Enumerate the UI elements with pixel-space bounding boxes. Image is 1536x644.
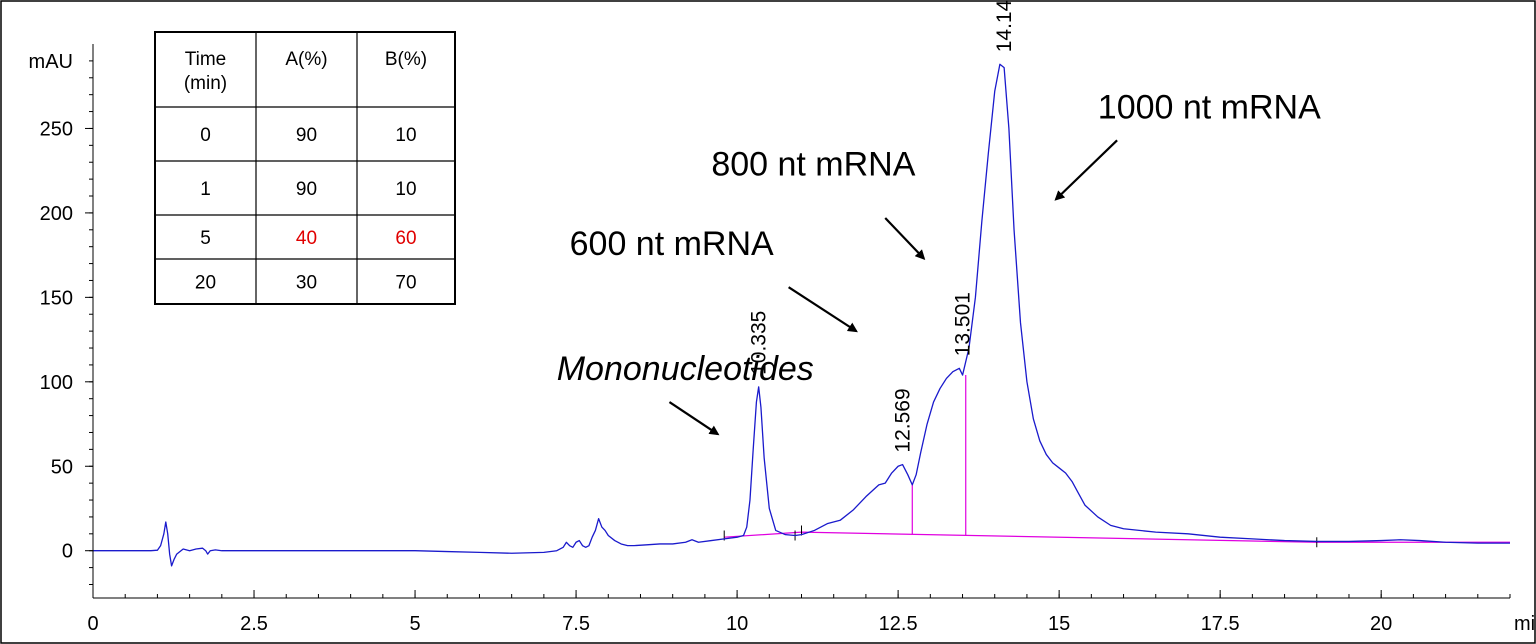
table-cell: 1	[200, 179, 211, 200]
x-unit-label: min	[1514, 613, 1536, 635]
annotation-arrow-1	[788, 286, 858, 333]
table-header-cell: Time	[185, 49, 227, 70]
table-cell: 40	[296, 228, 317, 249]
annotation-arrow-2	[884, 217, 926, 260]
table-cell: 30	[296, 273, 317, 294]
table-header-cell: A(%)	[285, 49, 327, 70]
x-tick-label: 10	[726, 613, 748, 635]
series-layer	[93, 63, 1510, 567]
axes-layer: 02.557.51012.51517.520min050100150200250…	[29, 44, 1536, 635]
x-tick-label: 15	[1048, 613, 1070, 635]
gradient-table: Time (min) A(%) B(%) 0 90 10 1 90 10 5 40 60 20 30 70	[154, 31, 456, 305]
table-cell: 10	[395, 179, 416, 200]
y-tick-label: 0	[62, 541, 73, 563]
x-tick-label: 7.5	[562, 613, 590, 635]
table-cell: 10	[395, 125, 416, 146]
table-cell: 90	[296, 125, 317, 146]
table-header-cell: B(%)	[385, 49, 427, 70]
x-tick-label: 0	[87, 613, 98, 635]
y-tick-label: 100	[40, 372, 73, 394]
chromatogram-trace	[93, 63, 1510, 567]
y-tick-label: 200	[40, 203, 73, 225]
x-tick-label: 5	[409, 613, 420, 635]
peak-label-10-335: 10.335	[748, 311, 771, 375]
peak-label-12-569: 12.569	[892, 388, 915, 452]
integration-baseline	[724, 531, 1510, 543]
x-tick-label: 12.5	[879, 613, 918, 635]
table-cell: 0	[200, 125, 211, 146]
table-cell: 5	[200, 228, 211, 249]
annotation-label-2: 800 nt mRNA	[711, 146, 915, 184]
table-header-cell: (min)	[184, 73, 227, 94]
table-cell: 90	[296, 179, 317, 200]
x-tick-label: 17.5	[1201, 613, 1240, 635]
y-tick-label: 250	[40, 118, 73, 140]
annotation-arrow-0	[668, 401, 720, 436]
table-cell: 70	[395, 273, 416, 294]
peak-label-13-501: 13.501	[952, 292, 975, 356]
y-unit-label: mAU	[29, 51, 73, 73]
integration-baseline-layer	[723, 375, 1510, 548]
annotation-arrow-3	[1054, 139, 1118, 201]
x-tick-label: 20	[1370, 613, 1392, 635]
table-cell: 20	[195, 273, 216, 294]
peak-labels-layer: 10.335 12.569 13.501 14.146	[748, 0, 1016, 453]
table-cell: 60	[395, 228, 416, 249]
y-tick-label: 150	[40, 287, 73, 309]
x-tick-label: 2.5	[240, 613, 268, 635]
annotation-label-3: 1000 nt mRNA	[1098, 88, 1321, 126]
annotations-layer: Mononucleotides 600 nt mRNA 800 nt mRNA 100…	[557, 88, 1321, 436]
annotation-label-0: Mononucleotides	[557, 350, 814, 388]
annotation-label-1: 600 nt mRNA	[570, 225, 774, 263]
peak-label-14-146: 14.146	[993, 0, 1016, 52]
y-tick-label: 50	[51, 456, 73, 478]
